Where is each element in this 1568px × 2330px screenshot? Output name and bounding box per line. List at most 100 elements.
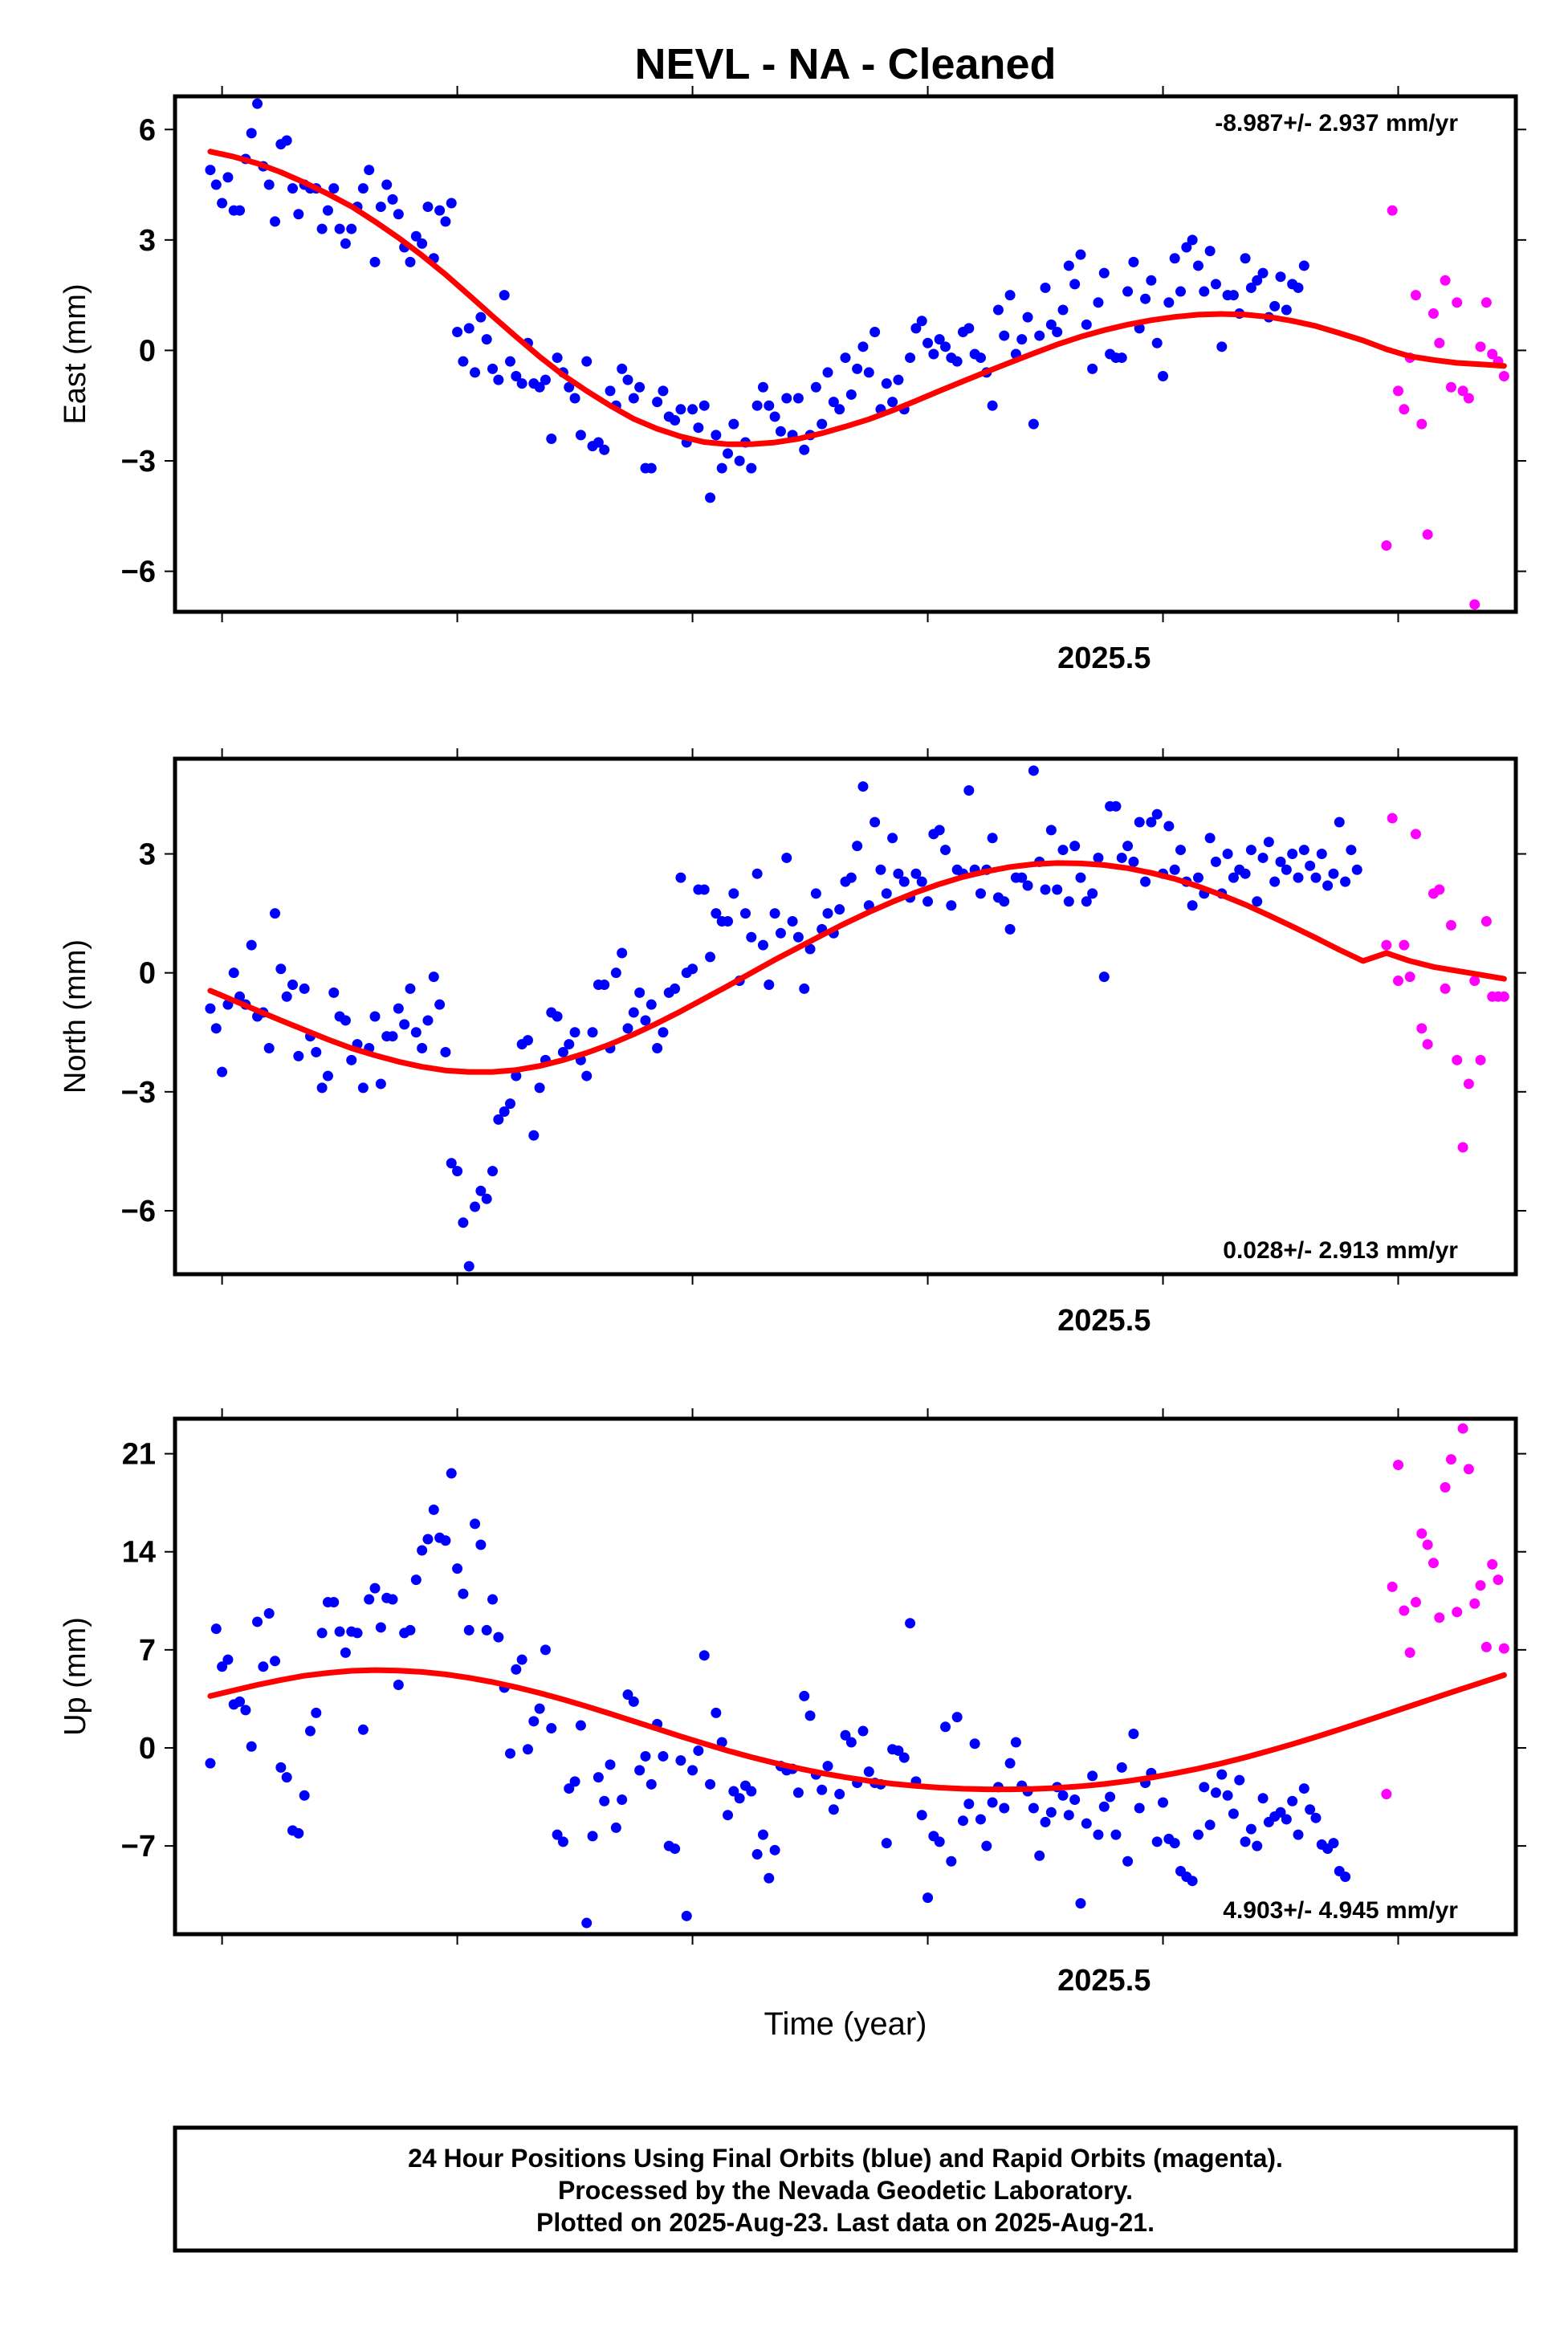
rapid-orbit-point [1463,393,1474,404]
final-orbit-point [1128,856,1139,867]
final-orbit-point [387,1031,398,1042]
final-orbit-point [652,397,663,408]
final-orbit-point [1075,1898,1086,1909]
final-orbit-point [410,230,422,242]
final-orbit-point [375,1078,386,1090]
final-orbit-point [1158,1797,1169,1808]
final-orbit-point [1322,880,1334,891]
final-orbit-point [922,896,934,907]
final-orbit-point [999,1802,1010,1814]
up-panel: 21 14 7 0 −7 2025.5 Up (mm) 4.903+/- 4.945 mm/y… [59,1408,1526,1998]
final-orbit-point [646,462,657,474]
final-orbit-point [757,1829,768,1840]
final-orbit-point [610,967,621,979]
final-orbit-point [757,381,768,393]
rapid-orbit-point [1487,348,1498,360]
rapid-orbit-point [1422,529,1433,540]
final-orbit-point [716,462,727,474]
final-orbit-point [845,389,857,400]
final-orbit-point [1204,246,1216,257]
final-orbit-point [1105,1791,1116,1802]
final-orbit-point [1240,253,1251,264]
footer-frame [173,2125,1518,2253]
final-orbit-point [1210,856,1221,867]
y-tick-label: 0 [139,334,156,368]
final-orbit-point [1305,860,1316,871]
final-orbit-point [716,1737,727,1748]
final-orbit-point [275,963,287,975]
final-orbit-point [1069,279,1081,290]
final-orbit-point [599,979,610,990]
final-orbit-point [746,462,757,474]
final-orbit-point [316,1082,328,1094]
final-orbit-point [810,381,821,393]
final-orbit-point [622,1689,633,1701]
final-orbit-point [987,833,998,844]
final-orbit-point [1340,876,1351,887]
final-orbit-point [581,1070,593,1081]
final-orbit-point [817,1784,828,1795]
final-orbit-point [252,1616,263,1627]
final-orbit-point [887,397,898,408]
final-orbit-point [999,330,1010,341]
final-orbit-point [817,418,828,430]
final-orbit-point [1222,1790,1233,1801]
final-orbit-point [1016,334,1028,345]
final-orbit-point [852,841,863,852]
final-orbit-point [887,833,898,844]
final-orbit-point [1151,809,1163,820]
final-orbit-point [711,1707,722,1718]
rapid-orbit-point [1427,1558,1439,1569]
final-orbit-point [1010,1737,1021,1748]
final-orbit-point [987,400,998,411]
final-orbit-point [369,256,381,267]
final-orbit-point [493,1631,504,1643]
final-orbit-point [845,872,857,883]
final-orbit-point [463,323,474,334]
final-orbit-point [1098,972,1110,983]
final-orbit-point [792,393,804,404]
final-orbit-point [1040,884,1051,895]
rapid-orbit-point [1475,341,1486,352]
final-orbit-point [546,1723,557,1734]
final-orbit-point [1045,825,1057,836]
final-orbit-point [711,908,722,919]
final-orbit-point [393,1003,404,1014]
final-orbit-point [1275,1807,1286,1818]
final-orbit-point [916,876,927,887]
final-orbit-point [228,967,239,979]
rapid-orbit-point [1475,1580,1486,1591]
final-orbit-point [1081,896,1092,907]
final-orbit-point [670,983,681,994]
final-orbit-point [499,290,510,301]
final-orbit-point [357,1082,369,1094]
final-orbit-point [405,256,416,267]
final-orbit-point [452,1166,463,1177]
final-orbit-point [587,1831,598,1842]
final-orbit-point [540,1644,551,1656]
final-orbit-point [1116,352,1127,364]
final-orbit-point [557,1046,568,1057]
footer-line-3: Plotted on 2025-Aug-23. Last data on 202… [536,2208,1155,2237]
final-orbit-point [593,437,604,448]
final-orbit-point [658,1027,669,1038]
final-orbit-point [852,363,863,374]
final-orbit-point [452,1563,463,1574]
final-orbit-point [311,1046,322,1057]
final-orbit-point [840,352,851,364]
final-orbit-point [734,1793,745,1804]
final-orbit-point [751,868,763,879]
final-orbit-point [346,223,357,234]
fit-curve [207,860,1507,1075]
final-orbit-point [781,393,792,404]
final-orbit-point [387,193,398,205]
final-orbit-point [340,238,351,249]
final-orbit-point [440,216,451,227]
final-orbit-point [470,1201,481,1212]
final-orbit-point [857,341,869,352]
final-orbit-point [969,1738,980,1750]
rapid-orbit-point [1387,205,1398,216]
final-orbit-point [1040,282,1051,293]
final-orbit-point [575,430,586,441]
